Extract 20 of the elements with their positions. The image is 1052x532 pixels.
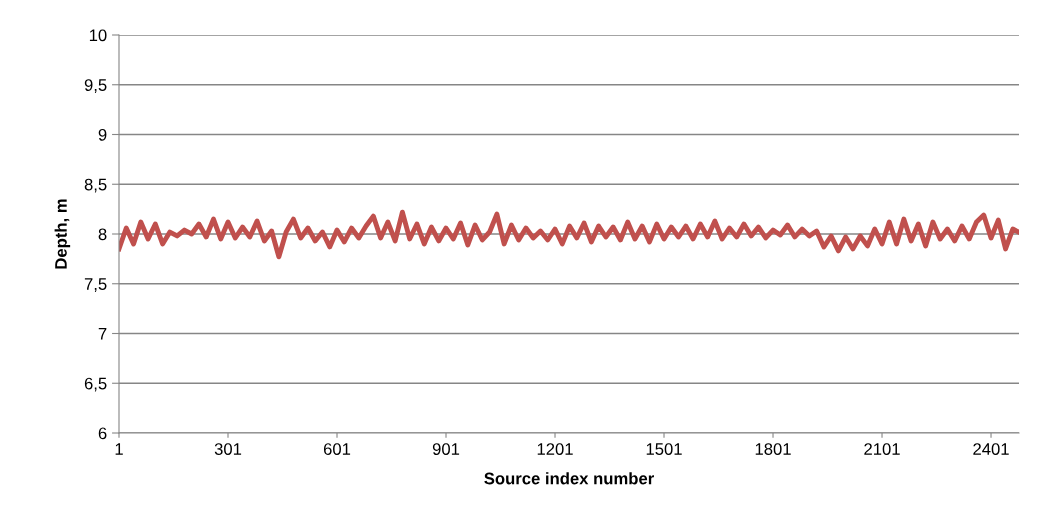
y-tick-label: 7,5	[84, 278, 107, 292]
x-tick-label: 601	[323, 443, 351, 455]
x-tick-label: 1501	[646, 443, 682, 455]
y-tick-label: 9	[98, 128, 107, 141]
x-tick-label: 2401	[973, 443, 1009, 455]
x-axis-title: Source index number	[484, 472, 654, 485]
x-tick-label: 1201	[537, 443, 573, 455]
y-tick-label: 6	[98, 427, 107, 440]
x-tick-label: 901	[432, 443, 460, 455]
y-axis-title: Depth, m	[54, 199, 71, 269]
y-tick-label: 10	[89, 29, 107, 42]
y-tick-label: 8	[98, 228, 107, 241]
x-tick-label: 301	[214, 443, 242, 455]
y-tick-label: 7	[98, 328, 107, 340]
y-tick-label: 6,5	[84, 377, 107, 392]
x-tick-label: 2101	[864, 443, 900, 455]
y-tick-label: 8,5	[84, 178, 107, 193]
x-tick-label: 1	[115, 443, 123, 455]
x-tick-label: 1801	[755, 443, 791, 455]
y-tick-label: 9,5	[84, 79, 107, 93]
